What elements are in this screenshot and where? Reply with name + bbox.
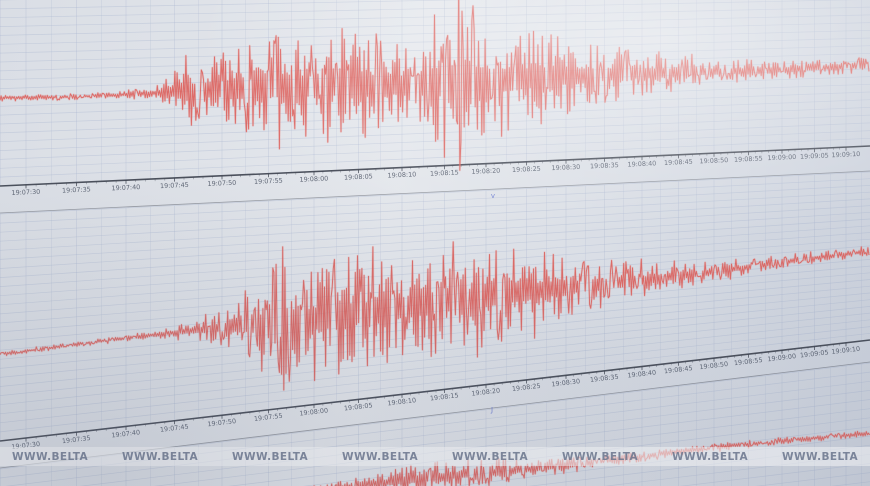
panel-divider-line: [0, 170, 870, 214]
grid-line-horizontal: [0, 122, 870, 160]
time-tick-label: 19:08:00: [299, 174, 328, 183]
time-tick-label: 19:09:05: [800, 151, 829, 160]
grid-line-horizontal: [79, 390, 870, 486]
grid-line-horizontal: [0, 0, 468, 10]
phase-marker: v: [491, 192, 495, 200]
phase-marker: J: [490, 406, 493, 414]
time-tick-label: 19:07:40: [111, 183, 140, 192]
watermark-text: WWW.BELTA.BY: [342, 450, 418, 463]
grid-line-horizontal: [679, 463, 870, 486]
time-tick-label: 19:07:50: [207, 179, 236, 188]
time-tick-label: 19:07:45: [160, 423, 189, 434]
time-tick-label: 19:08:35: [590, 373, 619, 384]
grid-line-horizontal: [0, 198, 870, 251]
time-tick-label: 19:08:15: [430, 168, 459, 177]
grid-line-horizontal: [0, 191, 870, 242]
grid-line-horizontal: [0, 178, 870, 224]
time-tick-label: 19:09:00: [767, 153, 796, 162]
time-tick-label: 19:07:40: [111, 428, 140, 439]
time-tick-label: 19:07:50: [207, 417, 236, 428]
grid-line-horizontal: [377, 426, 870, 486]
time-tick-label: 19:07:35: [62, 185, 91, 194]
time-tick-label: 19:08:45: [664, 158, 693, 167]
seismic-trace-channel-3: [313, 430, 870, 486]
grid-line-horizontal: [0, 6, 870, 27]
time-tick-label: 19:07:55: [254, 412, 283, 423]
seismic-trace-channel-2: [0, 241, 870, 391]
grid-line-horizontal: [0, 238, 870, 306]
time-tick-label: 19:08:00: [299, 406, 328, 417]
time-tick-label: 19:08:50: [699, 156, 728, 165]
time-tick-label: 19:09:00: [767, 352, 796, 363]
time-tick-label: 19:08:25: [512, 382, 541, 393]
time-tick-label: 19:09:10: [831, 150, 860, 159]
grid-line-horizontal: [0, 137, 870, 178]
grid-line-horizontal: [0, 232, 870, 297]
time-tick-label: 19:08:10: [387, 396, 416, 407]
time-tick-label: 19:08:55: [734, 154, 763, 163]
time-tick-label: 19:07:45: [160, 181, 189, 190]
time-tick-label: 19:09:10: [831, 345, 860, 356]
time-tick-label: 19:07:35: [62, 434, 91, 445]
grid-line-horizontal: [0, 211, 870, 269]
seismic-trace-channel-1: [0, 0, 870, 171]
time-tick-label: 19:08:20: [471, 167, 500, 176]
grid-line-horizontal: [0, 225, 870, 287]
time-tick-label: 19:08:10: [387, 170, 416, 179]
grid-line-horizontal: [0, 0, 859, 19]
time-tick-label: 19:08:20: [471, 386, 500, 397]
grid-line-horizontal: [0, 130, 870, 169]
grid-line-horizontal: [0, 319, 870, 415]
time-tick-label: 19:08:30: [551, 377, 580, 388]
grid-line-horizontal: [0, 205, 870, 260]
time-tick-label: 19:08:05: [344, 401, 373, 412]
time-tick-label: 19:08:45: [664, 364, 693, 375]
watermark-text: WWW.BELTA.BY: [782, 450, 858, 463]
time-tick-label: 19:08:50: [699, 360, 728, 371]
time-tick-label: 19:07:55: [254, 177, 283, 186]
time-tick-label: 19:08:55: [734, 356, 763, 367]
watermark-text: WWW.BELTA.BY: [122, 450, 198, 463]
grid-line-horizontal: [0, 185, 870, 233]
watermark-text: WWW.BELTA.BY: [232, 450, 308, 463]
watermark-text: WWW.BELTA.BY: [672, 450, 748, 463]
grid-line-horizontal: [0, 218, 870, 278]
time-tick-label: 19:08:40: [627, 159, 656, 168]
watermark-text: WWW.BELTA.BY: [452, 450, 528, 463]
time-tick-label: 19:08:30: [551, 163, 580, 172]
time-axis-line: [0, 339, 870, 442]
watermark-text: WWW.BELTA.BY: [12, 450, 88, 463]
time-tick-label: 19:08:15: [430, 391, 459, 402]
grid-line-horizontal: [0, 259, 870, 333]
grid-line-horizontal: [0, 306, 870, 396]
grid-line-horizontal: [0, 312, 870, 406]
grid-line-horizontal: [0, 171, 870, 215]
grid-line-horizontal: [0, 332, 870, 433]
time-tick-label: 19:07:30: [11, 440, 40, 451]
grid-line-horizontal: [5, 380, 870, 486]
grid-line-horizontal: [0, 265, 870, 342]
grid-line-horizontal: [0, 114, 870, 151]
watermark-band: WWW.BELTA.BY WWW.BELTA.BY WWW.BELTA.BY W…: [0, 447, 870, 466]
time-tick-label: 19:07:30: [11, 188, 40, 197]
grid-line-horizontal: [0, 245, 870, 315]
time-tick-label: 19:08:35: [590, 161, 619, 170]
time-axis-line: [0, 145, 870, 187]
time-tick-label: 19:08:05: [344, 172, 373, 181]
time-tick-label: 19:08:25: [512, 165, 541, 174]
time-tick-label: 19:08:40: [627, 368, 656, 379]
time-tick-label: 19:09:05: [800, 348, 829, 359]
grid-line-horizontal: [0, 326, 870, 424]
watermark-text: WWW.BELTA.BY: [562, 450, 638, 463]
grid-line-horizontal: [603, 453, 870, 486]
grid-line-horizontal: [831, 481, 870, 486]
